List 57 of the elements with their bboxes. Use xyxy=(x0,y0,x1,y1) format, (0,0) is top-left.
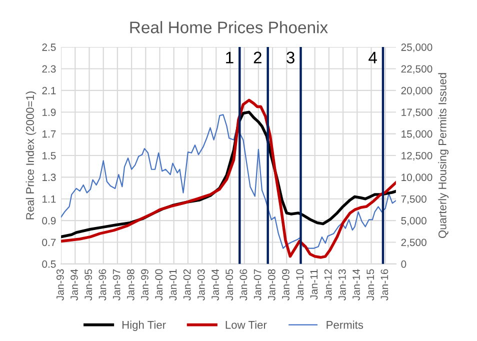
x-tick-label: Jan-99 xyxy=(141,269,148,300)
x-tick-label: Jan-94 xyxy=(70,269,78,300)
y-tick-label: 2.3 xyxy=(42,65,56,73)
y-tick-label: 0.9 xyxy=(42,217,56,224)
chart-title: Real Home Prices Phoenix xyxy=(130,21,328,34)
x-tick-label: Jan-02 xyxy=(183,269,191,300)
x-tick-label: Jan-06 xyxy=(240,269,248,300)
x-tick-label: Jan-10 xyxy=(296,269,304,300)
x-tick-label: Jan-03 xyxy=(197,269,205,300)
x-tick-label: Jan-09 xyxy=(282,269,290,300)
y-tick-label: 0.7 xyxy=(42,238,56,246)
x-tick-label: Jan-07 xyxy=(254,269,262,300)
legend-label: High Tier xyxy=(122,320,166,331)
y2-tick-label: 20,000 xyxy=(401,86,432,96)
y2-tick-label: 17,500 xyxy=(402,108,432,118)
annotation: 4 xyxy=(368,52,377,64)
y2-tick-label: 5,000 xyxy=(401,217,426,226)
y2-tick-label: 10,000 xyxy=(402,174,432,182)
y2-tick-label: 12,500 xyxy=(402,152,432,161)
y2-tick-label: 7,500 xyxy=(401,195,426,204)
x-tick-label: Jan-93 xyxy=(56,269,64,300)
annotation: 3 xyxy=(286,52,294,64)
x-tick-label: Jan-98 xyxy=(126,269,134,300)
annotation: 1 xyxy=(226,52,234,64)
x-tick-label: Jan-97 xyxy=(112,269,120,300)
x-tick-label: Jan-95 xyxy=(84,269,92,300)
y2-axis-title: Quarterly Housing Permits Issued xyxy=(438,73,449,238)
x-tick-label: Jan-05 xyxy=(226,269,234,300)
y2-tick-label: 0 xyxy=(401,260,406,268)
y-tick-label: 2.5 xyxy=(42,44,56,51)
y2-tick-label: 2,500 xyxy=(401,238,426,248)
legend-label: Low Tier xyxy=(226,320,267,329)
x-tick-label: Jan-00 xyxy=(155,269,163,300)
legend-label: Permits xyxy=(326,320,364,329)
y-tick-label: 0.5 xyxy=(42,260,56,268)
x-tick-label: Jan-16 xyxy=(380,269,388,300)
y-tick-label: 2.1 xyxy=(42,86,56,94)
x-tick-label: Jan-11 xyxy=(310,269,318,300)
y-tick-label: 1.3 xyxy=(42,174,56,182)
line-series xyxy=(61,98,396,259)
y-tick-label: 1.5 xyxy=(42,152,56,160)
annotation: 2 xyxy=(254,52,262,64)
y2-tick-label: 25,000 xyxy=(401,44,432,52)
y-tick-label: 1.7 xyxy=(42,130,56,138)
x-tick-label: Jan-01 xyxy=(169,269,177,300)
x-tick-label: Jan-12 xyxy=(324,269,332,300)
y2-tick-label: 15,000 xyxy=(402,130,432,139)
x-tick-label: Jan-04 xyxy=(212,269,219,300)
y-axis-title: Real Price Index (2000=1) xyxy=(26,91,36,220)
y-tick-label: 1.9 xyxy=(42,108,56,116)
x-tick-label: Jan-96 xyxy=(98,269,106,300)
y-tick-label: 1.1 xyxy=(42,195,56,203)
x-tick-label: Jan-14 xyxy=(352,269,360,300)
x-tick-label: Jan-08 xyxy=(268,269,276,300)
x-tick-label: Jan-13 xyxy=(338,269,346,300)
y2-tick-label: 22,500 xyxy=(401,65,432,74)
x-tick-label: Jan-15 xyxy=(366,269,374,300)
